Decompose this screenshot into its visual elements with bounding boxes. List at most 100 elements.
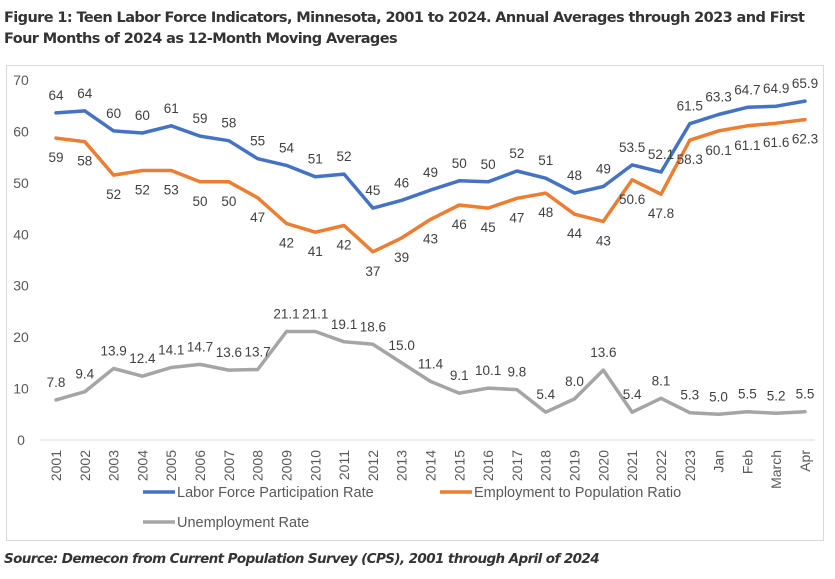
- x-tick-label: 2013: [394, 450, 410, 481]
- data-label-labor-force-participation-rate: 63.3: [705, 89, 731, 104]
- x-tick-label: 2009: [278, 450, 294, 481]
- data-label-employment-to-population-ratio: 46: [452, 217, 467, 232]
- chart-title: Figure 1: Teen Labor Force Indicators, M…: [4, 10, 805, 47]
- data-labels: 64 64 60 60 61 59 58 55 54 51 52 45 46 49 50 50 52 51 48 49…: [47, 76, 819, 404]
- data-point-employment-to-population-ratio: [198, 180, 202, 184]
- data-point-employment-to-population-ratio: [227, 180, 231, 184]
- data-point-employment-to-population-ratio: [140, 169, 144, 173]
- data-point-unemployment-rate: [429, 379, 432, 383]
- data-point-unemployment-rate: [515, 388, 519, 392]
- data-label-labor-force-participation-rate: 49: [596, 161, 611, 176]
- data-point-unemployment-rate: [573, 397, 577, 401]
- data-label-unemployment-rate: 14.1: [158, 342, 184, 357]
- x-tick-label: Jan: [711, 450, 727, 473]
- data-label-employment-to-population-ratio: 47: [250, 210, 265, 225]
- data-label-unemployment-rate: 5.3: [680, 388, 699, 403]
- data-point-unemployment-rate: [313, 329, 317, 333]
- data-point-unemployment-rate: [486, 386, 490, 390]
- data-label-unemployment-rate: 9.8: [508, 365, 527, 380]
- data-point-employment-to-population-ratio: [486, 206, 490, 210]
- y-tick-label: 40: [13, 226, 29, 242]
- data-point-labor-force-participation-rate: [803, 99, 807, 103]
- legend: Labor Force Participation Rate Employment…: [143, 485, 681, 531]
- data-point-unemployment-rate: [803, 410, 807, 414]
- data-point-employment-to-population-ratio: [169, 169, 173, 173]
- data-point-unemployment-rate: [659, 396, 663, 400]
- data-label-employment-to-population-ratio: 58.3: [677, 152, 703, 167]
- data-label-unemployment-rate: 5.0: [709, 389, 728, 404]
- data-label-labor-force-participation-rate: 61: [164, 101, 179, 116]
- x-tick-label: 2001: [48, 450, 64, 481]
- data-label-employment-to-population-ratio: 45: [481, 220, 496, 235]
- data-label-employment-to-population-ratio: 58: [77, 154, 92, 169]
- data-point-employment-to-population-ratio: [313, 230, 317, 234]
- data-label-employment-to-population-ratio: 44: [567, 226, 583, 241]
- legend-label-employment-to-population-ratio: Employment to Population Ratio: [474, 485, 681, 501]
- data-point-labor-force-participation-rate: [371, 206, 375, 210]
- data-label-labor-force-participation-rate: 65.9: [792, 76, 818, 91]
- data-label-unemployment-rate: 5.4: [623, 387, 642, 402]
- data-point-labor-force-participation-rate: [198, 134, 202, 138]
- data-point-unemployment-rate: [371, 342, 375, 346]
- data-label-employment-to-population-ratio: 43: [423, 231, 438, 246]
- data-point-unemployment-rate: [688, 411, 692, 415]
- data-label-labor-force-participation-rate: 52: [509, 146, 524, 161]
- data-point-labor-force-participation-rate: [457, 179, 461, 183]
- data-point-unemployment-rate: [601, 368, 605, 372]
- data-label-labor-force-participation-rate: 59: [193, 111, 208, 126]
- data-label-labor-force-participation-rate: 64: [77, 86, 93, 101]
- x-tick-label: Feb: [739, 450, 755, 474]
- data-point-labor-force-participation-rate: [256, 157, 260, 161]
- data-label-unemployment-rate: 5.2: [767, 388, 786, 403]
- data-point-employment-to-population-ratio: [745, 124, 749, 128]
- data-point-unemployment-rate: [227, 368, 231, 372]
- data-label-unemployment-rate: 7.8: [47, 375, 66, 390]
- data-label-unemployment-rate: 21.1: [273, 306, 299, 321]
- data-label-employment-to-population-ratio: 47: [509, 210, 524, 225]
- data-point-employment-to-population-ratio: [515, 196, 519, 200]
- y-tick-label: 60: [13, 123, 29, 139]
- x-tick-label: 2018: [538, 450, 554, 481]
- data-label-employment-to-population-ratio: 60.1: [705, 143, 731, 158]
- data-point-unemployment-rate: [140, 374, 144, 378]
- x-tick-label: Apr: [797, 450, 813, 472]
- x-tick-label: 2002: [77, 450, 93, 481]
- x-tick-label: 2023: [682, 450, 698, 481]
- data-label-unemployment-rate: 13.6: [216, 345, 242, 360]
- data-point-employment-to-population-ratio: [688, 138, 692, 142]
- data-label-employment-to-population-ratio: 52: [106, 187, 121, 202]
- data-point-labor-force-participation-rate: [284, 163, 288, 167]
- data-point-labor-force-participation-rate: [601, 184, 605, 188]
- y-tick-label: 20: [13, 329, 29, 345]
- x-tick-label: 2021: [624, 450, 640, 481]
- data-label-employment-to-population-ratio: 50.6: [619, 192, 645, 207]
- data-point-unemployment-rate: [284, 329, 288, 333]
- data-label-employment-to-population-ratio: 50: [193, 194, 208, 209]
- data-point-labor-force-participation-rate: [544, 176, 548, 180]
- x-tick-label: 2010: [307, 450, 323, 481]
- data-label-employment-to-population-ratio: 53: [164, 183, 179, 198]
- y-tick-label: 0: [17, 432, 25, 448]
- data-point-employment-to-population-ratio: [429, 217, 432, 221]
- data-point-employment-to-population-ratio: [112, 173, 116, 177]
- data-point-unemployment-rate: [745, 410, 749, 414]
- x-tick-label: 2014: [423, 450, 439, 481]
- data-label-labor-force-participation-rate: 60: [135, 108, 150, 123]
- y-axis: 0 10 20 30 40 50 60 70: [13, 72, 29, 448]
- x-tick-label: 2006: [192, 450, 208, 481]
- data-label-unemployment-rate: 14.7: [187, 339, 213, 354]
- data-point-unemployment-rate: [198, 362, 202, 366]
- data-label-labor-force-participation-rate: 50: [452, 156, 467, 171]
- legend-label-unemployment-rate: Unemployment Rate: [177, 515, 309, 531]
- data-label-unemployment-rate: 9.1: [450, 368, 469, 383]
- legend-label-labor-force-participation-rate: Labor Force Participation Rate: [177, 485, 374, 501]
- data-point-labor-force-participation-rate: [313, 175, 317, 179]
- data-label-employment-to-population-ratio: 62.3: [792, 132, 818, 147]
- data-label-unemployment-rate: 8.0: [565, 374, 584, 389]
- data-label-unemployment-rate: 10.1: [475, 363, 501, 378]
- data-label-unemployment-rate: 5.5: [796, 387, 815, 402]
- data-label-labor-force-participation-rate: 45: [365, 183, 380, 198]
- data-label-unemployment-rate: 18.6: [360, 319, 386, 334]
- data-point-labor-force-participation-rate: [140, 131, 144, 135]
